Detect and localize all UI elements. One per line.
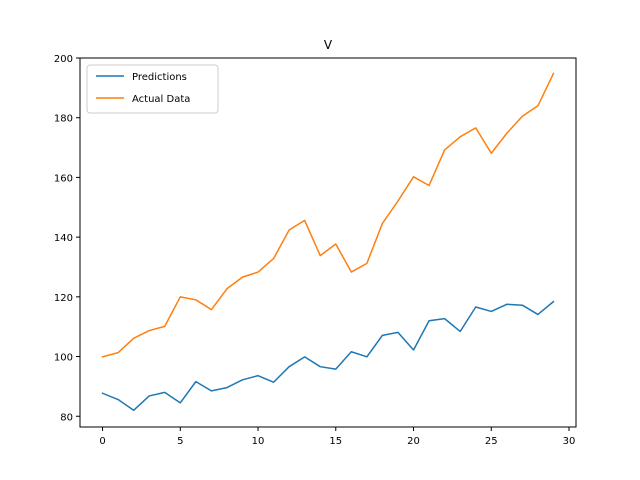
legend-label-predictions: Predictions — [132, 72, 187, 83]
x-tick-label: 0 — [99, 436, 105, 447]
plot-area: 0 5 10 15 20 25 30 80 100 120 140 160 180 200 — [54, 54, 577, 447]
y-tick-label: 100 — [54, 353, 73, 364]
series-line-actual-data — [101, 72, 555, 358]
y-tick-label: 120 — [54, 293, 73, 304]
y-axis: 80 100 120 140 160 180 200 — [54, 54, 80, 423]
x-tick-label: 10 — [252, 436, 265, 447]
y-tick-label: 180 — [54, 114, 73, 125]
y-tick-label: 140 — [54, 233, 73, 244]
x-tick-label: 20 — [407, 436, 420, 447]
y-tick-label: 80 — [60, 412, 73, 423]
y-tick-label: 160 — [54, 173, 73, 184]
x-tick-label: 25 — [485, 436, 498, 447]
x-tick-label: 30 — [563, 436, 576, 447]
chart-title: V — [324, 38, 333, 52]
y-tick-label: 200 — [54, 54, 73, 65]
x-axis: 0 5 10 15 20 25 30 — [99, 427, 575, 447]
series-layer — [101, 72, 555, 412]
x-tick-label: 15 — [329, 436, 342, 447]
legend-label-actual-data: Actual Data — [132, 94, 190, 105]
x-tick-label: 5 — [177, 436, 183, 447]
legend-box — [86, 64, 219, 114]
legend: Predictions Actual Data — [86, 64, 219, 114]
axes-frame — [79, 57, 577, 428]
series-line-predictions — [101, 300, 555, 412]
